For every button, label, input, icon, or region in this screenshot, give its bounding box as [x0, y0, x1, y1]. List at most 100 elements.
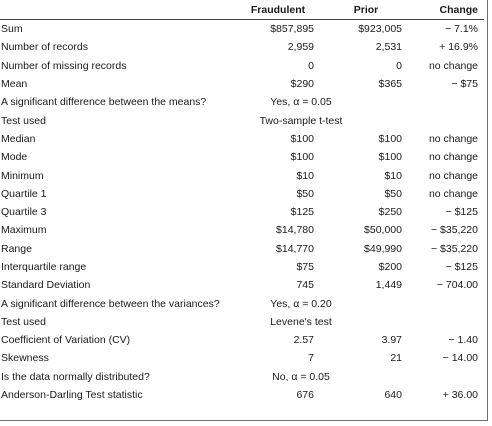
row-fraudulent: $75: [296, 261, 314, 273]
row-label: Test used: [1, 114, 46, 127]
row-fraudulent: 7: [308, 352, 314, 365]
row-change: [404, 368, 484, 386]
table-row: Mode $100 $100 no change: [0, 148, 484, 166]
row-label: Quartile 1: [1, 187, 47, 200]
row-prior: $923,005: [358, 23, 402, 36]
row-label: Test used: [1, 315, 46, 328]
header-change: Change: [404, 0, 484, 20]
row-result: Yes, α = 0.05: [270, 96, 332, 109]
table-row: Test used Two-sample t-test: [0, 111, 484, 129]
header-row: Fraudulent Prior Change: [0, 0, 484, 20]
table-row: Number of missing records 0 0 no change: [0, 57, 484, 75]
row-change: − $125: [445, 261, 478, 273]
row-label: Median: [1, 132, 36, 145]
row-change: − $75: [451, 78, 478, 91]
row-change: − $125: [445, 206, 478, 219]
row-fraudulent: 0: [308, 59, 314, 72]
row-prior: $50,000: [364, 224, 402, 237]
row-result: No, α = 0.05: [272, 370, 330, 383]
row-label: Sum: [1, 23, 23, 36]
row-label: Skewness: [1, 352, 49, 365]
row-change: − 1.40: [448, 334, 479, 347]
table-header: Fraudulent Prior Change: [0, 0, 484, 20]
row-label: Interquartile range: [1, 261, 87, 273]
row-label: Number of missing records: [1, 59, 127, 72]
row-fraudulent: $857,895: [270, 23, 314, 36]
row-fraudulent: $290: [290, 78, 314, 91]
row-fraudulent: $14,770: [276, 242, 314, 255]
row-prior: 1,449: [375, 279, 402, 292]
table-row: Number of records 2,959 2,531 + 16.9%: [0, 38, 484, 56]
row-prior: $10: [384, 169, 402, 182]
row-fraudulent: $100: [290, 132, 314, 145]
row-change: − 14.00: [442, 352, 478, 365]
row-label: Maximum: [1, 224, 47, 237]
table-row: Anderson-Darling Test statistic 676 640 + 3…: [0, 386, 484, 404]
table-row: Mean $290 $365 − $75: [0, 75, 484, 93]
row-result: Levene's test: [270, 315, 332, 328]
row-label: Is the data normally distributed?: [1, 370, 150, 383]
header-label: [0, 0, 228, 20]
table-row: Quartile 3 $125 $250 − $125: [0, 203, 484, 221]
row-label: Standard Deviation: [1, 279, 91, 292]
row-label: Anderson-Darling Test statistic: [1, 389, 143, 402]
table-row: Maximum $14,780 $50,000 − $35,220: [0, 221, 484, 239]
row-prior: $250: [378, 206, 402, 219]
row-change: no change: [428, 187, 478, 200]
row-label: Coefficient of Variation (CV): [1, 334, 131, 347]
row-change: [404, 93, 484, 111]
row-result: Yes, α = 0.20: [270, 297, 332, 310]
table-row: Sum $857,895 $923,005 − 7.1%: [0, 20, 484, 39]
row-fraudulent: 745: [296, 279, 314, 292]
row-label: Range: [1, 242, 32, 255]
row-prior: $365: [378, 78, 402, 91]
row-change: [404, 294, 484, 312]
row-change: + 36.00: [442, 389, 478, 402]
table-row: Range $14,770 $49,990 − $35,220: [0, 240, 484, 258]
row-change: − 7.1%: [445, 23, 478, 36]
row-prior: $49,990: [364, 242, 402, 255]
row-label: Quartile 3: [1, 206, 47, 219]
row-label: Mode: [1, 151, 28, 164]
table-row: Quartile 1 $50 $50 no change: [0, 185, 484, 203]
row-prior: 3.97: [381, 334, 402, 347]
row-label: Mean: [1, 78, 28, 91]
row-label: Minimum: [1, 169, 44, 182]
row-prior: 640: [384, 389, 402, 402]
row-prior: $100: [378, 151, 402, 164]
row-fraudulent: 676: [296, 389, 314, 402]
row-fraudulent: $10: [296, 169, 314, 182]
row-prior: 21: [390, 352, 402, 365]
row-result: Two-sample t-test: [259, 114, 343, 127]
table-row: Is the data normally distributed? No, α =…: [0, 368, 484, 386]
row-fraudulent: $14,780: [276, 224, 314, 237]
row-change: no change: [428, 59, 478, 72]
row-change: no change: [428, 151, 478, 164]
table-row: Minimum $10 $10 no change: [0, 166, 484, 184]
row-prior: $200: [378, 261, 402, 273]
row-change: − $35,220: [430, 224, 478, 237]
header-fraudulent: Fraudulent: [228, 0, 328, 20]
row-change: [404, 111, 484, 129]
row-prior: $50: [384, 187, 402, 200]
row-label: Number of records: [1, 41, 88, 54]
row-change: − $35,220: [430, 242, 478, 255]
row-change: [404, 313, 484, 331]
table-row: Median $100 $100 no change: [0, 130, 484, 148]
table-row: A significant difference between the mea…: [0, 93, 484, 111]
table-body: Sum $857,895 $923,005 − 7.1% Number of recor…: [0, 20, 484, 405]
row-label: A significant difference between the var…: [1, 297, 220, 310]
row-prior: 0: [396, 59, 402, 72]
table-row: Interquartile range $75 $200 − $125: [0, 258, 484, 276]
table-row: Standard Deviation 745 1,449 − 704.00: [0, 276, 484, 294]
table-row: Skewness 7 21 − 14.00: [0, 349, 484, 367]
row-fraudulent: 2.57: [293, 334, 314, 347]
header-prior: Prior: [328, 0, 404, 20]
row-fraudulent: 2,959: [287, 41, 314, 54]
row-prior: 2,531: [375, 41, 402, 54]
row-change: no change: [428, 169, 478, 182]
table-row: Coefficient of Variation (CV) 2.57 3.97 − 1…: [0, 331, 484, 349]
row-fraudulent: $100: [290, 151, 314, 164]
statistics-comparison-table: Fraudulent Prior Change Sum $857,895 $923,…: [0, 0, 484, 405]
